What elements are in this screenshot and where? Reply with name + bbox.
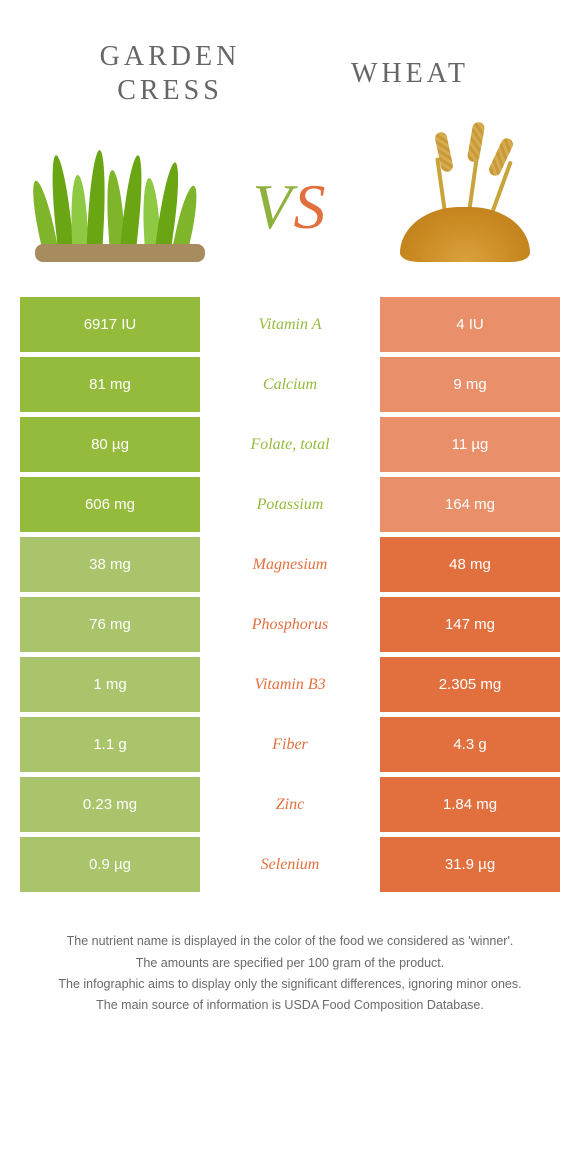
table-row: 6917 IUVitamin A4 IU bbox=[20, 297, 560, 352]
table-row: 1 mgVitamin B32.305 mg bbox=[20, 657, 560, 712]
left-value-cell: 1.1 g bbox=[20, 717, 200, 772]
left-food-image bbox=[20, 147, 220, 267]
vs-label: VS bbox=[252, 170, 327, 244]
right-value-cell: 1.84 mg bbox=[380, 777, 560, 832]
right-value-cell: 2.305 mg bbox=[380, 657, 560, 712]
right-food-title: Wheat bbox=[300, 57, 520, 91]
right-value-cell: 147 mg bbox=[380, 597, 560, 652]
wheat-icon bbox=[370, 147, 550, 267]
footnote-line: The main source of information is USDA F… bbox=[30, 996, 550, 1015]
nutrient-label-cell: Selenium bbox=[200, 837, 380, 892]
left-food-title: Garden cress bbox=[60, 40, 280, 107]
nutrient-label-cell: Phosphorus bbox=[200, 597, 380, 652]
vs-v: V bbox=[252, 171, 293, 242]
footnote-line: The amounts are specified per 100 gram o… bbox=[30, 954, 550, 973]
table-row: 1.1 gFiber4.3 g bbox=[20, 717, 560, 772]
table-row: 80 µgFolate, total11 µg bbox=[20, 417, 560, 472]
images-row: VS bbox=[0, 127, 580, 297]
nutrient-label-cell: Fiber bbox=[200, 717, 380, 772]
right-food-image bbox=[360, 147, 560, 267]
right-value-cell: 4.3 g bbox=[380, 717, 560, 772]
nutrient-label-cell: Potassium bbox=[200, 477, 380, 532]
footnote-line: The nutrient name is displayed in the co… bbox=[30, 932, 550, 951]
left-value-cell: 6917 IU bbox=[20, 297, 200, 352]
left-value-cell: 606 mg bbox=[20, 477, 200, 532]
table-row: 606 mgPotassium164 mg bbox=[20, 477, 560, 532]
left-title-line1: Garden bbox=[100, 41, 241, 72]
left-value-cell: 0.23 mg bbox=[20, 777, 200, 832]
left-value-cell: 81 mg bbox=[20, 357, 200, 412]
table-row: 76 mgPhosphorus147 mg bbox=[20, 597, 560, 652]
comparison-table: 6917 IUVitamin A4 IU81 mgCalcium9 mg80 µ… bbox=[20, 297, 560, 892]
left-value-cell: 38 mg bbox=[20, 537, 200, 592]
table-row: 81 mgCalcium9 mg bbox=[20, 357, 560, 412]
left-value-cell: 76 mg bbox=[20, 597, 200, 652]
nutrient-label-cell: Folate, total bbox=[200, 417, 380, 472]
right-value-cell: 4 IU bbox=[380, 297, 560, 352]
left-value-cell: 0.9 µg bbox=[20, 837, 200, 892]
left-title-line2: cress bbox=[117, 75, 223, 106]
nutrient-label-cell: Magnesium bbox=[200, 537, 380, 592]
garden-cress-icon bbox=[25, 152, 215, 262]
right-value-cell: 164 mg bbox=[380, 477, 560, 532]
table-row: 38 mgMagnesium48 mg bbox=[20, 537, 560, 592]
right-value-cell: 9 mg bbox=[380, 357, 560, 412]
right-value-cell: 48 mg bbox=[380, 537, 560, 592]
table-row: 0.23 mgZinc1.84 mg bbox=[20, 777, 560, 832]
left-value-cell: 80 µg bbox=[20, 417, 200, 472]
nutrient-label-cell: Vitamin B3 bbox=[200, 657, 380, 712]
header: Garden cress Wheat bbox=[0, 0, 580, 127]
left-value-cell: 1 mg bbox=[20, 657, 200, 712]
nutrient-label-cell: Vitamin A bbox=[200, 297, 380, 352]
footnotes: The nutrient name is displayed in the co… bbox=[0, 932, 580, 1016]
footnote-line: The infographic aims to display only the… bbox=[30, 975, 550, 994]
nutrient-label-cell: Calcium bbox=[200, 357, 380, 412]
right-value-cell: 31.9 µg bbox=[380, 837, 560, 892]
nutrient-label-cell: Zinc bbox=[200, 777, 380, 832]
vs-s: S bbox=[294, 171, 328, 242]
right-value-cell: 11 µg bbox=[380, 417, 560, 472]
table-row: 0.9 µgSelenium31.9 µg bbox=[20, 837, 560, 892]
